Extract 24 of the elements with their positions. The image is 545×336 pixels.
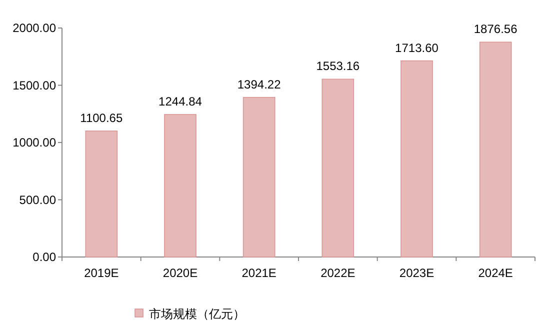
bar — [322, 78, 354, 258]
y-tick-label: 2000.00 — [12, 21, 56, 35]
data-label: 1553.16 — [316, 59, 360, 74]
x-tick-label: 2022E — [320, 266, 356, 280]
data-label: 1876.56 — [474, 22, 518, 36]
data-label: 1713.60 — [395, 40, 439, 55]
data-label: 1100.65 — [80, 110, 123, 125]
bar — [479, 42, 512, 258]
y-tick-label: 1000.00 — [12, 136, 56, 150]
data-label: 1244.84 — [158, 94, 202, 108]
data-label: 1394.22 — [237, 77, 282, 92]
y-tick-label: 0.00 — [32, 250, 56, 264]
bar — [85, 130, 118, 258]
x-tick-label: 2020E — [162, 266, 198, 280]
y-tick-label: 1500.00 — [12, 78, 56, 92]
bar — [164, 114, 196, 258]
x-tick-label: 2024E — [478, 266, 513, 280]
bar — [400, 60, 433, 258]
x-tick-label: 2021E — [242, 266, 276, 280]
x-tick-label: 2019E — [84, 266, 119, 280]
legend-label: 市场规模（亿元） — [149, 307, 245, 321]
bar — [242, 96, 276, 258]
y-tick-label: 500.00 — [19, 192, 56, 207]
x-tick-label: 2023E — [399, 266, 434, 280]
